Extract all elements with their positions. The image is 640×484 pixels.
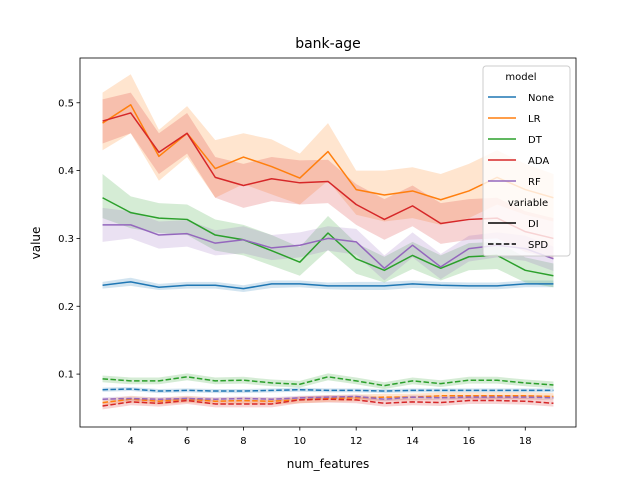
x-tick-label: 16 xyxy=(463,436,476,447)
band-rf-di xyxy=(102,207,554,281)
plot-frame xyxy=(79,57,577,428)
series-ada-di xyxy=(102,112,554,240)
x-tick-label: 6 xyxy=(184,436,190,447)
band-ada-spd xyxy=(102,395,554,410)
series-ada-spd xyxy=(102,398,554,407)
chart-title: bank-age xyxy=(295,36,361,52)
series-lines xyxy=(102,104,554,407)
y-tick-label: 0.1 xyxy=(58,370,74,381)
axes: 4 6 8 10 12 14 16 18 0.1 0.2 0.3 0.4 0.5 xyxy=(58,57,577,447)
y-tick-label: 0.2 xyxy=(58,302,74,313)
x-tick-label: 10 xyxy=(293,436,306,447)
legend-variable-title: variable xyxy=(508,198,548,209)
confidence-bands xyxy=(102,74,554,410)
band-dt-di xyxy=(102,173,554,288)
series-dt-di xyxy=(102,197,554,277)
y-tick-label: 0.4 xyxy=(58,166,74,177)
series-rf-di xyxy=(102,224,554,270)
x-tick-label: 8 xyxy=(240,436,246,447)
band-dt-spd xyxy=(102,373,554,390)
series-dt-spd xyxy=(102,376,554,387)
legend-label-rf: RF xyxy=(528,177,541,188)
y-tick-label: 0.3 xyxy=(58,234,74,245)
y-tick-label: 0.5 xyxy=(58,98,74,109)
band-none-di xyxy=(102,277,554,293)
series-lr-di xyxy=(102,104,554,201)
legend-label-none: None xyxy=(528,93,554,104)
x-tick-label: 12 xyxy=(350,436,363,447)
y-axis-label: value xyxy=(29,227,43,260)
x-tick-label: 18 xyxy=(519,436,532,447)
legend-model-title: model xyxy=(505,72,536,83)
legend-label-spd: SPD xyxy=(528,240,548,251)
x-axis-label: num_features xyxy=(287,457,369,471)
series-none-spd xyxy=(102,388,554,392)
series-none-di xyxy=(102,281,554,290)
legend-label-di: DI xyxy=(528,219,539,230)
legend-label-ada: ADA xyxy=(528,156,549,167)
series-rf-spd xyxy=(102,395,554,400)
legend: model None LR DT ADA RF variable DI SPD xyxy=(482,65,571,257)
legend-label-lr: LR xyxy=(528,114,541,125)
x-tick-label: 4 xyxy=(128,436,134,447)
band-lr-di xyxy=(102,74,554,225)
x-tick-label: 14 xyxy=(406,436,419,447)
legend-label-dt: DT xyxy=(528,135,543,146)
band-ada-di xyxy=(102,92,554,259)
legend-box xyxy=(482,65,571,257)
